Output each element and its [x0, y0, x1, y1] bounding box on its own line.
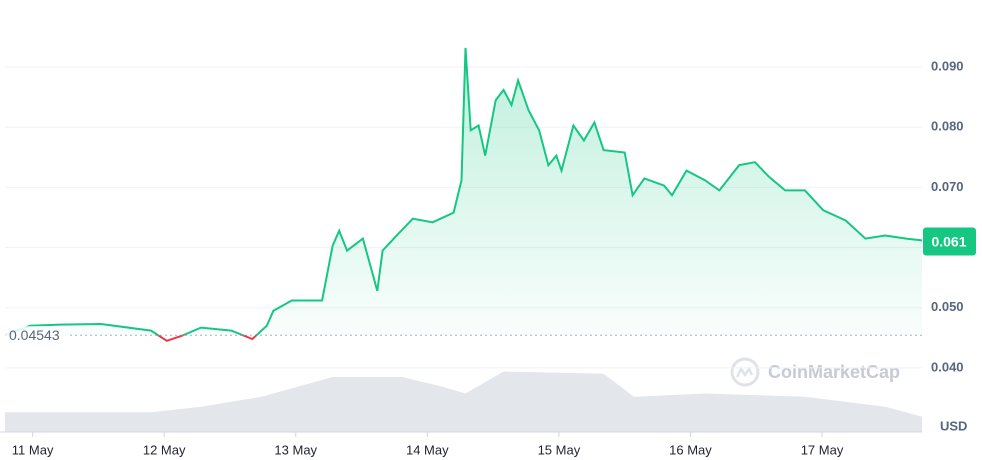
x-tick-label: 17 May — [801, 442, 844, 457]
x-tick-label: 13 May — [274, 442, 317, 457]
x-tick-label: 11 May — [12, 442, 54, 457]
watermark-logo — [730, 357, 760, 387]
price-area — [5, 47, 922, 336]
current-price-label: 0.061 — [931, 233, 966, 249]
volume-area — [5, 371, 922, 432]
unit-label: USD — [940, 418, 967, 433]
y-tick-label: 0.090 — [931, 59, 964, 74]
baseline-label-bg — [2, 326, 70, 345]
x-tick-label: 14 May — [406, 442, 449, 457]
y-tick-label: 0.050 — [931, 299, 964, 314]
price-line — [4, 47, 923, 336]
x-tick-label: 15 May — [538, 442, 581, 457]
baseline-label: 0.04543 — [9, 327, 60, 343]
x-tick-label: 12 May — [143, 442, 186, 457]
y-tick-label: 0.080 — [931, 119, 964, 134]
y-tick-label: 0.070 — [931, 179, 964, 194]
current-price-tag — [923, 227, 976, 256]
watermark: CoinMarketCap — [768, 362, 900, 382]
x-tick-label: 16 May — [669, 442, 712, 457]
y-tick-label: 0.040 — [931, 359, 964, 374]
